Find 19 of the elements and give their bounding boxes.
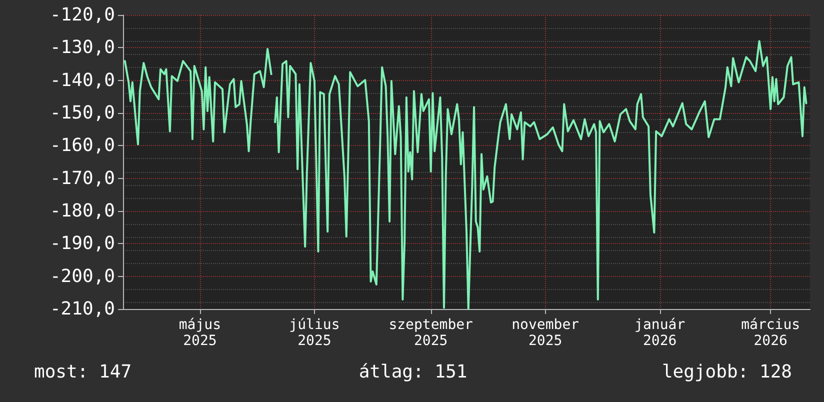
y-tick-label: -210,0 [50,298,115,320]
y-tick-label: -170,0 [50,168,115,189]
y-tick-label: -180,0 [50,200,115,222]
y-tick-label: -120,0 [50,4,115,26]
text: most: 147 [34,362,132,382]
x-tick-label: szeptember 2025 [388,317,473,349]
y-tick-label: -160,0 [50,135,115,156]
text: legjobb: 128 [662,362,792,382]
text: átlag: 151 [358,362,468,382]
x-tick-label: március 2026 [741,317,800,349]
y-tick-label: -130,0 [50,37,115,58]
y-tick-label: -150,0 [50,102,115,124]
y-tick-label: -200,0 [50,266,115,287]
x-tick-label: január 2026 [634,317,686,349]
y-tick-label: -190,0 [50,233,115,254]
x-tick-label: július 2025 [289,317,340,349]
x-tick-label: május 2025 [178,317,222,349]
y-tick-label: -140,0 [50,70,115,91]
x-tick-label: november 2025 [512,317,580,349]
